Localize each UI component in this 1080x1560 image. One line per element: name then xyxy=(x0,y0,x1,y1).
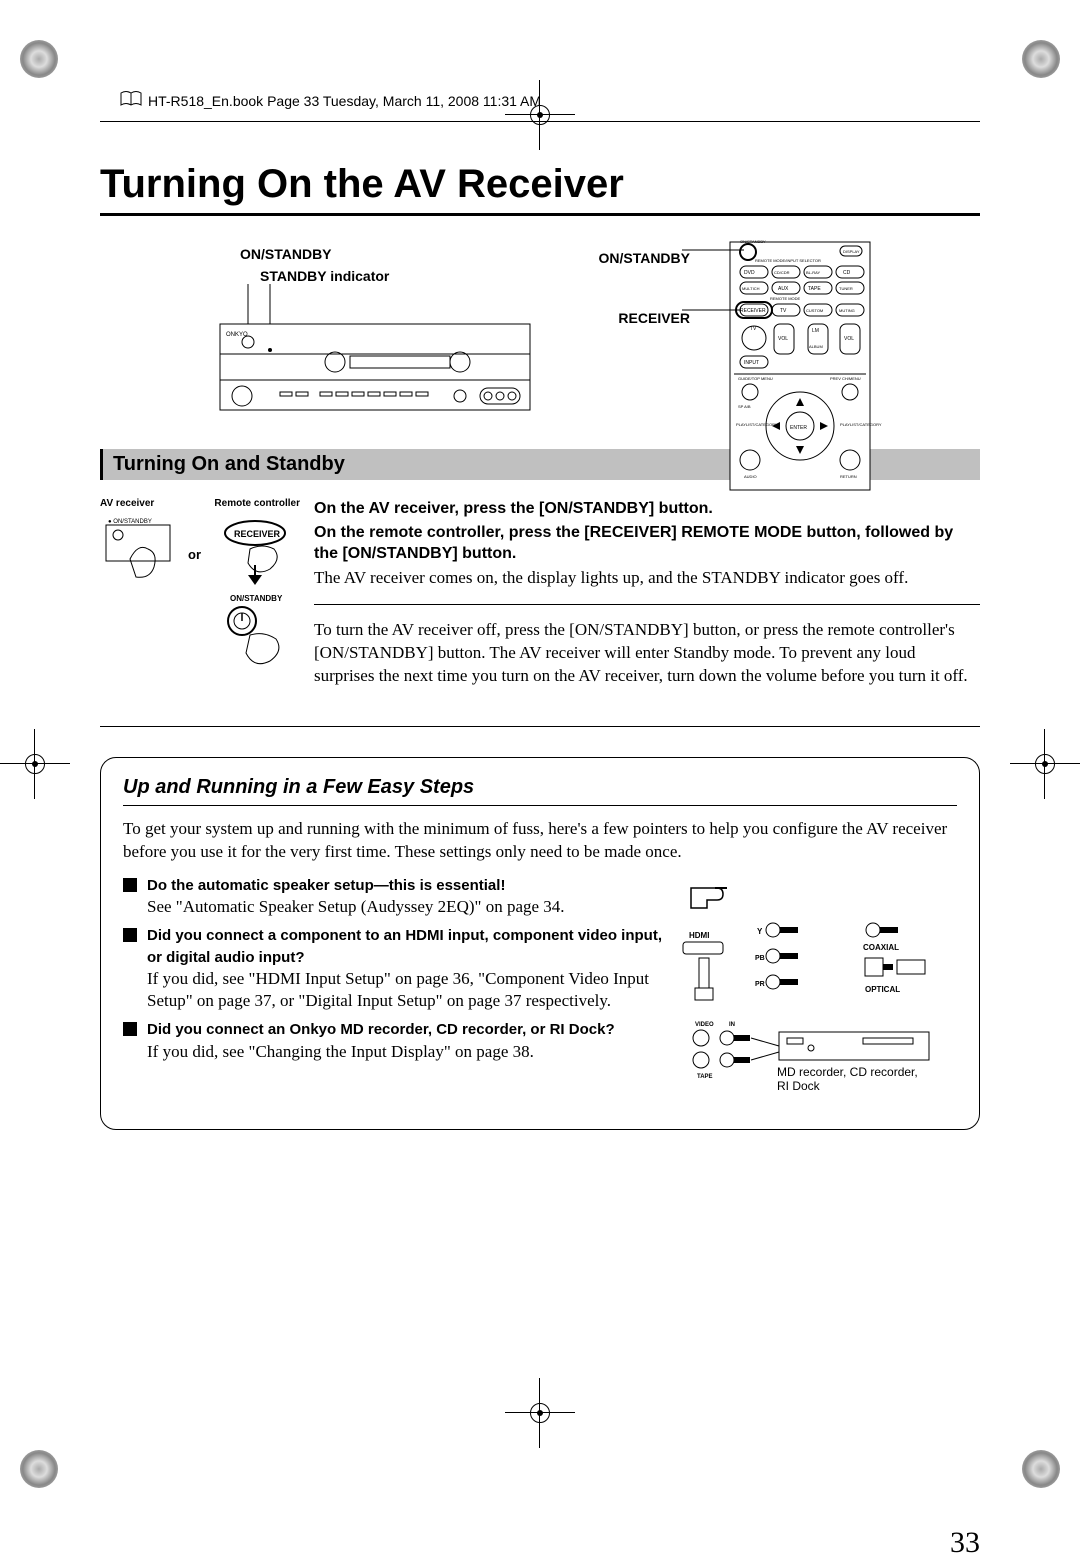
svg-text:COAXIAL: COAXIAL xyxy=(863,943,899,952)
av-receiver-label: AV receiver xyxy=(100,498,154,509)
svg-text:REMOTE MODE/INPUT SELECTOR: REMOTE MODE/INPUT SELECTOR xyxy=(755,258,821,263)
crop-mark-top-left xyxy=(20,40,58,78)
svg-text:HDMI: HDMI xyxy=(689,931,709,940)
page-content: HT-R518_En.book Page 33 Tuesday, March 1… xyxy=(100,90,980,1130)
body-1: The AV receiver comes on, the display li… xyxy=(314,568,908,587)
svg-text:MULTICH: MULTICH xyxy=(742,286,760,291)
checklist-item-2: Did you connect a component to an HDMI i… xyxy=(123,924,677,1012)
svg-text:IN: IN xyxy=(729,1022,735,1028)
connection-diagram: HDMI Y PB PR COAXIAL OPTICAL xyxy=(677,874,957,1107)
svg-text:ON/STANDBY: ON/STANDBY xyxy=(230,594,283,603)
standby-indicator-label: STANDBY indicator xyxy=(260,268,560,284)
svg-text:RI Dock: RI Dock xyxy=(777,1079,821,1093)
svg-text:AUDIO: AUDIO xyxy=(744,474,757,479)
svg-text:ALBUM: ALBUM xyxy=(809,344,823,349)
svg-text:DVD: DVD xyxy=(744,270,755,276)
item3-text: If you did, see "Changing the Input Disp… xyxy=(147,1042,534,1061)
svg-text:ENTER: ENTER xyxy=(790,425,807,431)
svg-text:BL-RAY: BL-RAY xyxy=(806,270,820,275)
checklist-item-3: Did you connect an Onkyo MD recorder, CD… xyxy=(123,1018,677,1062)
item1-heading: Do the automatic speaker setup—this is e… xyxy=(147,877,505,894)
header-text: HT-R518_En.book Page 33 Tuesday, March 1… xyxy=(148,93,541,109)
item2-text: If you did, see "HDMI Input Setup" on pa… xyxy=(147,969,649,1010)
svg-text:TUNER: TUNER xyxy=(839,286,853,291)
remote-on-standby-label: ON/STANDBY xyxy=(570,250,690,266)
svg-text:VIDEO: VIDEO xyxy=(695,1022,714,1028)
svg-text:RECEIVER: RECEIVER xyxy=(234,529,281,539)
svg-text:ON/STANDBY: ON/STANDBY xyxy=(740,239,766,244)
svg-text:TAPE: TAPE xyxy=(697,1074,713,1080)
svg-text:TV: TV xyxy=(780,308,787,314)
svg-text:Y: Y xyxy=(757,927,763,936)
svg-text:VOL: VOL xyxy=(844,336,854,342)
bullet-icon xyxy=(123,1022,137,1036)
svg-text:INPUT: INPUT xyxy=(744,360,759,366)
box-intro: To get your system up and running with t… xyxy=(123,818,957,864)
crosshair-right xyxy=(1030,749,1060,779)
svg-text:● ON/STANDBY: ● ON/STANDBY xyxy=(108,519,152,525)
svg-text:PR: PR xyxy=(755,981,765,988)
quick-start-box: Up and Running in a Few Easy Steps To ge… xyxy=(100,757,980,1130)
crosshair-left xyxy=(20,749,50,779)
svg-text:DISPLAY: DISPLAY xyxy=(843,249,860,254)
svg-text:RETURN: RETURN xyxy=(840,474,857,479)
svg-text:MD recorder, CD recorder,: MD recorder, CD recorder, xyxy=(777,1065,918,1079)
remote-receiver-label: RECEIVER xyxy=(570,310,690,326)
box-title: Up and Running in a Few Easy Steps xyxy=(123,776,957,806)
item3-heading: Did you connect an Onkyo MD recorder, CD… xyxy=(147,1021,615,1038)
receiver-diagram: ON/STANDBY STANDBY indicator ONKYO xyxy=(170,246,560,419)
crop-mark-bottom-right xyxy=(1022,1450,1060,1488)
svg-text:CD/CDR: CD/CDR xyxy=(774,270,790,275)
book-icon xyxy=(120,90,142,111)
remote-controller-label: Remote controller xyxy=(214,498,300,509)
crosshair-bottom xyxy=(525,1398,555,1428)
svg-text:TV: TV xyxy=(750,326,757,332)
svg-text:REMOTE MODE: REMOTE MODE xyxy=(770,296,801,301)
svg-text:GUIDE/TOP MENU: GUIDE/TOP MENU xyxy=(738,376,773,381)
remote-control-icon: ON/STANDBY DISPLAY REMOTE MODE/INPUT SEL… xyxy=(700,240,880,490)
item1-text: See "Automatic Speaker Setup (Audyssey 2… xyxy=(147,897,565,916)
body-2: To turn the AV receiver off, press the [… xyxy=(314,619,980,688)
print-header: HT-R518_En.book Page 33 Tuesday, March 1… xyxy=(120,90,980,111)
hand-press-icon: ● ON/STANDBY or RECEIVER ON/STANDBY xyxy=(100,509,300,699)
remote-diagram: ON/STANDBY RECEIVER ON/STANDBY DISPLAY R… xyxy=(570,246,870,419)
svg-text:TAPE: TAPE xyxy=(808,286,821,292)
bullet-icon xyxy=(123,928,137,942)
diagram-row: ON/STANDBY STANDBY indicator ONKYO xyxy=(100,246,980,419)
svg-text:LM: LM xyxy=(812,328,819,334)
crop-mark-top-right xyxy=(1022,40,1060,78)
instruction-1: On the AV receiver, press the [ON/STANDB… xyxy=(314,498,980,520)
checklist-item-1: Do the automatic speaker setup—this is e… xyxy=(123,874,677,918)
svg-text:PLAYLIST/CATEGORY: PLAYLIST/CATEGORY xyxy=(736,422,778,427)
svg-text:PLAYLIST/CATEGORY: PLAYLIST/CATEGORY xyxy=(840,422,882,427)
svg-text:CD: CD xyxy=(843,270,851,276)
svg-text:VOL: VOL xyxy=(778,336,788,342)
svg-text:PB: PB xyxy=(755,955,765,962)
item2-heading: Did you connect a component to an HDMI i… xyxy=(147,927,662,966)
instruction-2: On the remote controller, press the [REC… xyxy=(314,522,980,565)
svg-text:SP A/B: SP A/B xyxy=(738,404,751,409)
page-title: Turning On the AV Receiver xyxy=(100,162,980,216)
instruction-block: AV receiver Remote controller ● ON/STAND… xyxy=(100,498,980,702)
svg-text:OPTICAL: OPTICAL xyxy=(865,985,900,994)
on-standby-label: ON/STANDBY xyxy=(240,246,560,262)
svg-text:or: or xyxy=(188,547,201,562)
svg-text:MUTING: MUTING xyxy=(839,308,855,313)
svg-text:PREV CH/MENU: PREV CH/MENU xyxy=(830,376,861,381)
svg-text:RECEIVER: RECEIVER xyxy=(740,308,766,314)
crop-mark-bottom-left xyxy=(20,1450,58,1488)
svg-text:AUX: AUX xyxy=(778,286,789,292)
page-number: 33 xyxy=(950,1526,980,1560)
svg-text:CUSTOM: CUSTOM xyxy=(806,308,823,313)
receiver-front-panel-icon: ONKYO xyxy=(170,284,560,414)
bullet-icon xyxy=(123,878,137,892)
